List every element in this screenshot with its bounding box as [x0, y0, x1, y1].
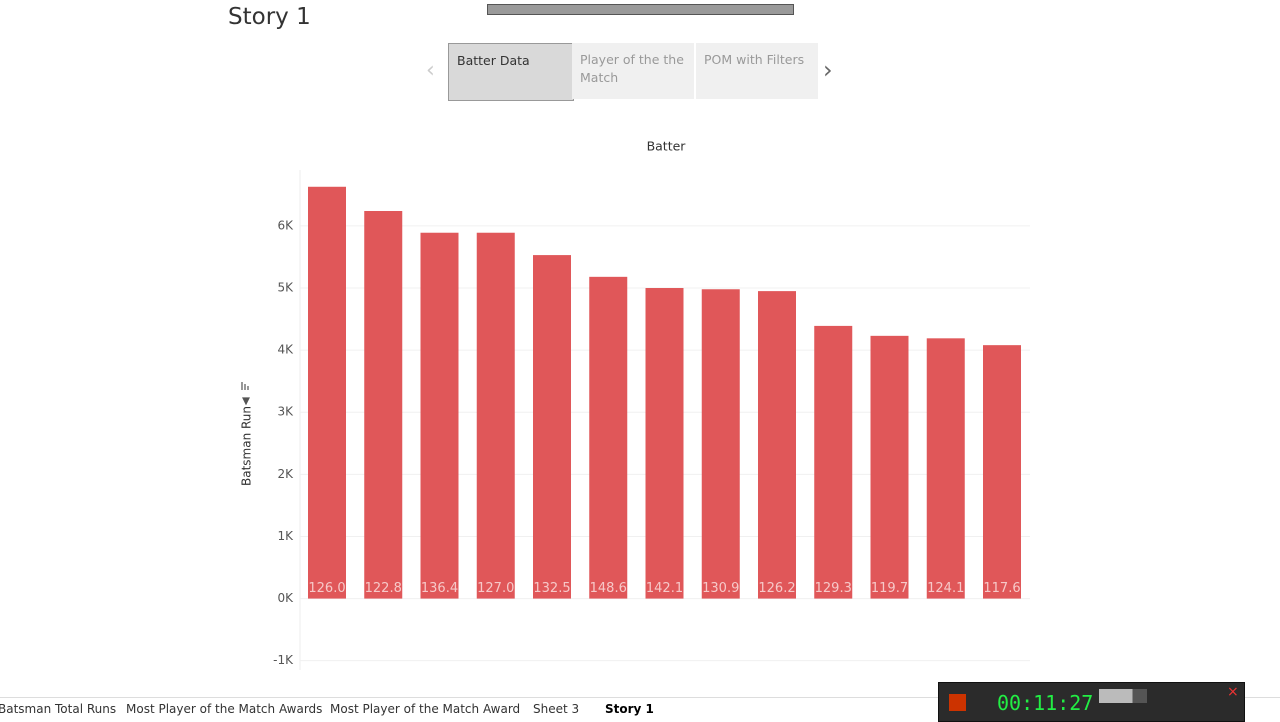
bar — [589, 276, 628, 599]
sheet-tab[interactable]: Batsman Total Runs — [0, 702, 117, 716]
story-title: Story 1 — [228, 4, 311, 30]
bar-label: 119.7 — [871, 581, 908, 596]
sort-icon — [241, 382, 250, 406]
bar-label: 132.5 — [533, 581, 570, 596]
bar-label: 122.8 — [365, 581, 402, 596]
y-tick-label: 2K — [277, 467, 294, 481]
bar — [645, 288, 684, 599]
story-tab[interactable]: Player of the the Match — [572, 43, 694, 99]
clock: 00:11:27 — [997, 691, 1094, 715]
y-axis-label: Batsman Run — [240, 406, 254, 486]
sheet-tab[interactable]: Most Player of the Match Awards — [126, 702, 323, 716]
bar — [533, 255, 571, 599]
bar-label: 117.6 — [983, 581, 1020, 596]
window-strip — [487, 4, 794, 15]
story-tab[interactable]: POM with Filters — [696, 43, 818, 99]
prev-arrow[interactable]: ‹ — [426, 58, 435, 83]
bar-label: 126.0 — [308, 581, 345, 596]
bar-label: 126.2 — [758, 581, 795, 596]
bar-label: 124.1 — [927, 581, 964, 596]
bar — [420, 232, 459, 599]
bar-label: 148.6 — [590, 581, 627, 596]
bar — [476, 232, 515, 599]
y-tick-label: 1K — [277, 529, 294, 543]
story-tab[interactable]: Batter Data — [448, 43, 574, 101]
y-tick-label: 5K — [277, 281, 294, 295]
y-tick-label: 4K — [277, 343, 294, 357]
bar — [308, 186, 346, 599]
bar-label: 130.9 — [702, 581, 739, 596]
y-tick-label: -1K — [273, 653, 294, 667]
next-arrow[interactable]: › — [823, 56, 833, 84]
close-button[interactable]: × — [1227, 684, 1239, 700]
bar — [364, 210, 403, 599]
bar — [870, 335, 909, 599]
sheet-tab[interactable]: Most Player of the Match Award — [330, 702, 521, 716]
sheet-tab[interactable]: Story 1 — [605, 702, 654, 716]
y-tick-label: 0K — [277, 591, 294, 605]
y-tick-label: 3K — [277, 405, 294, 419]
bar-label: 127.0 — [477, 581, 514, 596]
stop-button[interactable] — [949, 694, 966, 711]
bar — [983, 345, 1021, 599]
sheet-tab[interactable]: Sheet 3 — [533, 702, 580, 716]
bar — [814, 325, 853, 599]
bar — [926, 338, 965, 599]
bar — [758, 291, 796, 599]
y-tick-label: 6K — [277, 218, 294, 232]
bar-label: 142.1 — [646, 581, 683, 596]
bar-label: 129.3 — [815, 581, 852, 596]
bar-label: 136.4 — [421, 581, 458, 596]
volume-bars — [1099, 689, 1147, 703]
bar — [701, 289, 740, 599]
recorder-widget: 00:11:27 × — [938, 682, 1245, 722]
chart-title: Batter — [647, 139, 687, 154]
